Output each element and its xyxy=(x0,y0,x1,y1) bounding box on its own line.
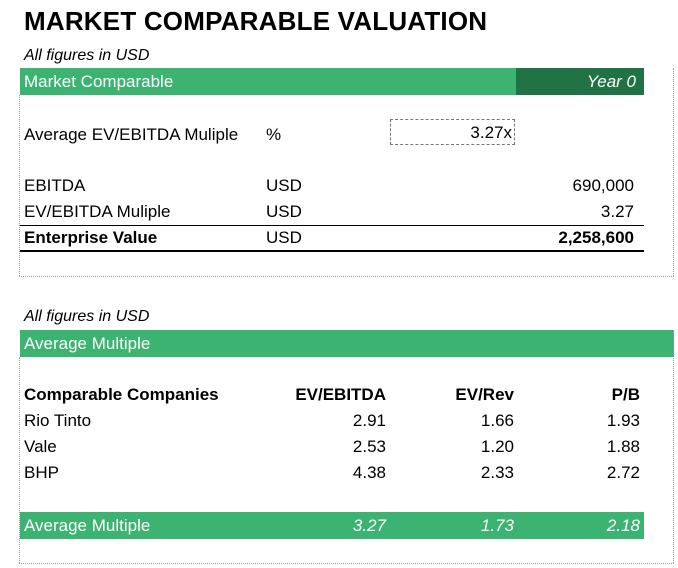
ev-ebitda-cell: 2.53 xyxy=(352,437,386,456)
section1-border-left xyxy=(19,95,20,276)
ev-ebitda-unit: USD xyxy=(266,202,302,221)
col-header-ev-ebitda: EV/EBITDA xyxy=(295,385,386,404)
section2-note: All figures in USD xyxy=(24,308,150,325)
ev-rev-cell: 1.20 xyxy=(480,437,514,456)
year-label: Year 0 xyxy=(586,72,636,91)
avg-multiple-unit: % xyxy=(266,125,282,144)
ev-rev-cell: 1.66 xyxy=(480,411,514,430)
section1-note: All figures in USD xyxy=(24,47,150,64)
ev-ebitda-cell: 2.91 xyxy=(352,411,386,430)
enterprise-value-value: 2,258,600 xyxy=(558,228,634,247)
section2-header-bar: Average Multiple xyxy=(20,330,674,357)
total-top-rule xyxy=(20,225,644,226)
ebitda-value: 690,000 xyxy=(572,176,634,195)
section1-border-right xyxy=(673,68,674,276)
section2-border-left xyxy=(19,357,20,563)
avg-multiple-value: 3.27x xyxy=(470,123,512,142)
section2-border-bottom xyxy=(19,563,674,564)
average-row-label: Average Multiple xyxy=(24,516,151,535)
average-pb: 2.18 xyxy=(606,516,640,535)
ev-rev-cell: 2.33 xyxy=(480,463,514,482)
company-name: Rio Tinto xyxy=(24,411,92,430)
ev-ebitda-value: 3.27 xyxy=(600,202,634,221)
pb-cell: 1.88 xyxy=(606,437,640,456)
average-ev-rev: 1.73 xyxy=(480,516,514,535)
ev-ebitda-label: EV/EBITDA Muliple xyxy=(24,202,171,221)
enterprise-value-unit: USD xyxy=(266,228,302,247)
company-name: Vale xyxy=(24,437,57,456)
pb-cell: 1.93 xyxy=(606,411,640,430)
company-name: BHP xyxy=(24,463,59,482)
section2-border-right xyxy=(673,330,674,563)
col-header-company: Comparable Companies xyxy=(24,385,219,404)
col-header-ev-rev: EV/Rev xyxy=(455,385,514,404)
total-bottom-rule xyxy=(20,250,644,252)
col-header-pb: P/B xyxy=(611,385,640,404)
avg-multiple-label: Average EV/EBITDA Muliple xyxy=(24,125,239,144)
page-title: MARKET COMPARABLE VALUATION xyxy=(24,6,488,36)
pb-cell: 2.72 xyxy=(606,463,640,482)
avg-multiple-input[interactable]: 3.27x xyxy=(390,119,515,145)
section2-header-label: Average Multiple xyxy=(24,334,151,353)
enterprise-value-label: Enterprise Value xyxy=(24,228,158,247)
average-row-bar: Average Multiple xyxy=(20,512,644,539)
ebitda-unit: USD xyxy=(266,176,302,195)
year-header-cell: Year 0 xyxy=(516,68,644,95)
section1-header-bar: Market Comparable xyxy=(20,68,516,95)
ev-ebitda-cell: 4.38 xyxy=(352,463,386,482)
section1-header-label: Market Comparable xyxy=(24,72,174,91)
ebitda-label: EBITDA xyxy=(24,176,86,195)
average-ev-ebitda: 3.27 xyxy=(352,516,386,535)
section1-border-bottom xyxy=(19,276,674,277)
